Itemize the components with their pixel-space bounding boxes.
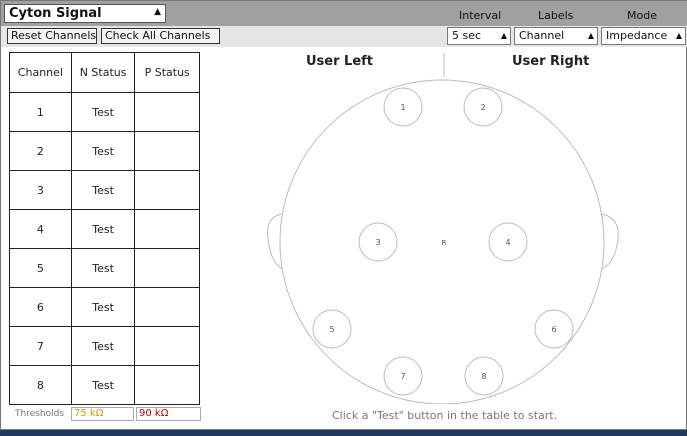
table-row: 4 Test: [9, 209, 200, 249]
channel-number: 1: [9, 92, 72, 132]
channel-number: 2: [9, 131, 72, 171]
toolbar: Reset Channels Check All Channels 5 sec …: [1, 26, 687, 47]
channel-number: 7: [9, 326, 72, 366]
electrode-3[interactable]: 3: [358, 222, 398, 262]
electrode-label: 3: [375, 238, 380, 247]
labels-value: Channel: [519, 29, 565, 42]
channel-number: 6: [9, 287, 72, 327]
n-status-test-button[interactable]: Test: [70, 365, 136, 405]
electrode-label: 5: [329, 325, 334, 334]
table-row: 3 Test: [9, 170, 200, 210]
user-left-label: User Left: [306, 54, 374, 69]
reset-channels-button[interactable]: Reset Channels: [7, 28, 97, 44]
electrode-label: 2: [480, 103, 485, 112]
p-status-cell: [134, 209, 200, 249]
mode-value: Impedance: [606, 29, 668, 42]
p-threshold-field[interactable]: 90 kΩ: [136, 407, 201, 421]
labels-label: Labels: [538, 9, 574, 22]
table-row: 2 Test: [9, 131, 200, 171]
electrode-6[interactable]: 6: [534, 309, 574, 349]
reference-label: R: [442, 239, 447, 247]
column-header-n-status: N Status: [70, 52, 136, 93]
table-row: 8 Test: [9, 365, 200, 405]
interval-dropdown[interactable]: 5 sec ▲: [447, 27, 511, 45]
n-status-test-button[interactable]: Test: [70, 92, 136, 132]
electrode-label: 4: [505, 238, 510, 247]
electrode-5[interactable]: 5: [312, 309, 352, 349]
p-status-cell: [134, 248, 200, 288]
channel-table: Channel N Status P Status 1 Test 2 Test …: [9, 52, 200, 405]
mode-label: Mode: [627, 9, 657, 22]
n-threshold-field[interactable]: 75 kΩ: [71, 407, 134, 421]
table-header-row: Channel N Status P Status: [9, 52, 200, 93]
electrode-8[interactable]: 8: [464, 356, 504, 396]
table-row: 5 Test: [9, 248, 200, 288]
dropdown-arrow-icon: ▲: [587, 31, 594, 40]
left-ear: [267, 213, 284, 270]
table-row: 1 Test: [9, 92, 200, 132]
electrode-4[interactable]: 4: [488, 222, 528, 262]
p-status-cell: [134, 326, 200, 366]
electrode-label: 1: [400, 103, 405, 112]
n-status-test-button[interactable]: Test: [70, 131, 136, 171]
p-status-cell: [134, 365, 200, 405]
dropdown-arrow-icon: ▲: [154, 7, 161, 17]
n-status-test-button[interactable]: Test: [70, 248, 136, 288]
n-status-test-button[interactable]: Test: [70, 326, 136, 366]
mode-dropdown[interactable]: Impedance ▲: [601, 27, 686, 45]
head-outline: [279, 79, 605, 404]
channel-number: 5: [9, 248, 72, 288]
p-status-cell: [134, 131, 200, 171]
labels-dropdown[interactable]: Channel ▲: [514, 27, 598, 45]
widget-header: Cyton Signal ▲ Interval Labels Mode: [1, 1, 687, 26]
table-row: 7 Test: [9, 326, 200, 366]
electrode-2[interactable]: 2: [463, 87, 503, 127]
widget-title: Cyton Signal: [9, 6, 102, 21]
channel-number: 8: [9, 365, 72, 405]
table-row: 6 Test: [9, 287, 200, 327]
instruction-hint: Click a "Test" button in the table to st…: [332, 409, 558, 422]
dropdown-arrow-icon: ▲: [500, 31, 507, 40]
thresholds-label: Thresholds: [15, 409, 65, 419]
head-plot: 1 2 3 4 R 5 6 7 8: [267, 53, 619, 404]
p-status-cell: [134, 170, 200, 210]
p-status-cell: [134, 92, 200, 132]
n-status-test-button[interactable]: Test: [70, 170, 136, 210]
column-header-channel: Channel: [9, 52, 72, 93]
bottom-border: [0, 430, 687, 436]
user-right-label: User Right: [512, 54, 590, 69]
electrode-label: 8: [481, 372, 486, 381]
electrode-label: 6: [551, 325, 556, 334]
channel-number: 3: [9, 170, 72, 210]
check-all-channels-button[interactable]: Check All Channels: [101, 28, 220, 44]
interval-label: Interval: [459, 9, 502, 22]
p-status-cell: [134, 287, 200, 327]
dropdown-arrow-icon: ▲: [675, 31, 682, 40]
n-status-test-button[interactable]: Test: [70, 209, 136, 249]
electrode-1[interactable]: 1: [383, 87, 423, 127]
n-status-test-button[interactable]: Test: [70, 287, 136, 327]
widget-selector-dropdown[interactable]: Cyton Signal ▲: [4, 4, 166, 23]
electrode-label: 7: [400, 372, 405, 381]
right-ear: [600, 213, 619, 270]
electrode-7[interactable]: 7: [383, 356, 423, 396]
channel-number: 4: [9, 209, 72, 249]
column-header-p-status: P Status: [134, 52, 200, 93]
interval-value: 5 sec: [452, 29, 482, 42]
